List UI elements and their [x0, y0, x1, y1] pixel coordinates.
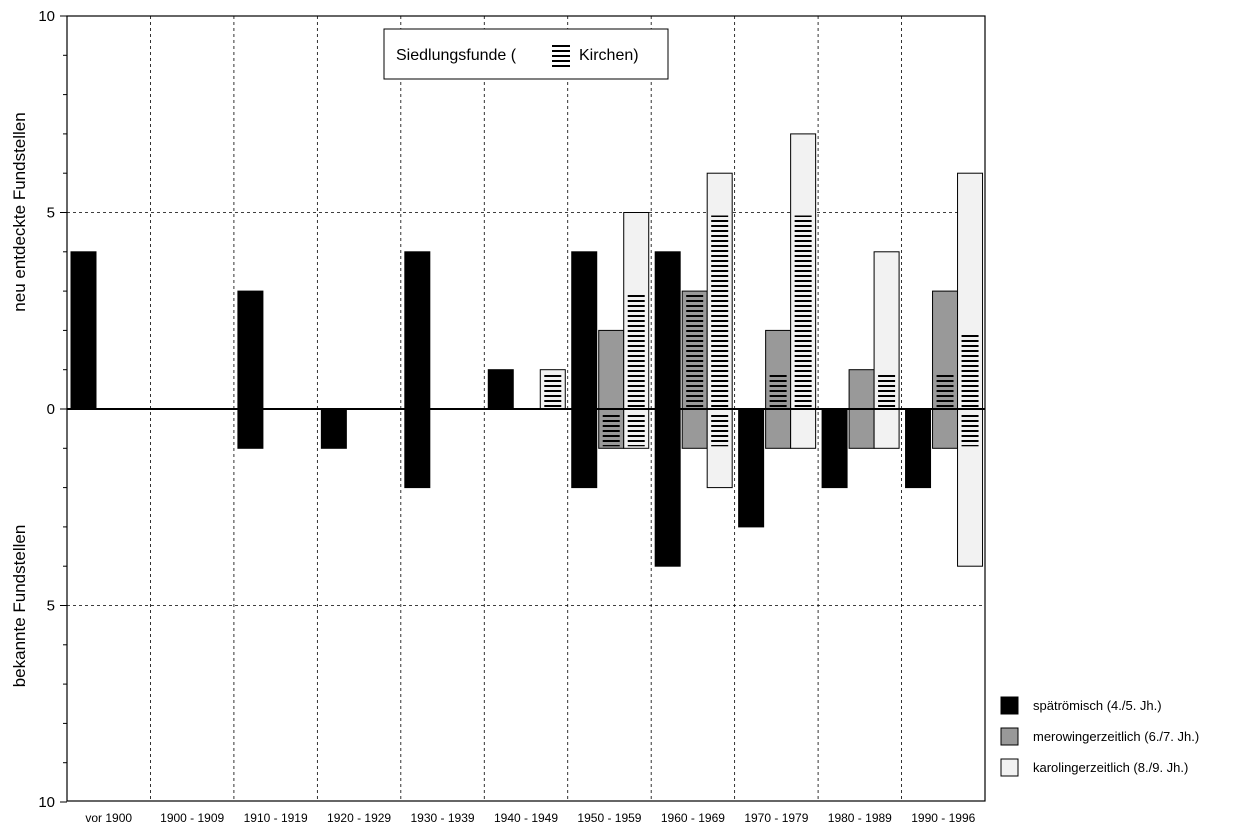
bar-known	[848, 408, 875, 449]
bar-church-known	[711, 413, 729, 447]
chart-title: Siedlungsfunde (	[396, 47, 517, 64]
bar-church-new	[686, 294, 704, 407]
category-labels: vor 1900 1900 - 1909 1910 - 1919 1920 - 192…	[85, 811, 975, 825]
y-ticks: 10 5 0 5 10	[38, 8, 67, 811]
category-label: 1950 - 1959	[577, 811, 641, 825]
bar-church-new	[878, 372, 896, 407]
category-label: 1960 - 1969	[661, 811, 725, 825]
bar-known	[932, 408, 959, 449]
bar-known	[821, 408, 848, 489]
bar-church-new	[769, 372, 787, 407]
bar-known	[873, 408, 900, 449]
bar-church-known	[961, 413, 979, 447]
ylabel-top: neu entdeckte Fundstellen	[10, 112, 29, 311]
y-tick-label: 10	[38, 794, 55, 811]
bar-known	[765, 408, 792, 449]
category-label: vor 1900	[85, 811, 132, 825]
bar-church-new	[544, 372, 562, 407]
category-label: 1970 - 1979	[744, 811, 808, 825]
bar-known	[790, 408, 817, 449]
legend-label: merowingerzeitlich (6./7. Jh.)	[1033, 729, 1199, 744]
legend-swatch	[1000, 696, 1019, 715]
title-box: Siedlungsfunde ( Kirchen)	[383, 28, 669, 80]
bar-known	[404, 408, 431, 489]
bar-church-new	[711, 215, 729, 407]
title-frame	[383, 28, 669, 80]
bar-known	[681, 408, 708, 449]
bar-new	[70, 251, 97, 410]
bar-new	[237, 290, 264, 410]
bar-known	[571, 408, 598, 489]
bar-new	[598, 329, 625, 410]
category-label: 1900 - 1909	[160, 811, 224, 825]
bar-known	[654, 408, 681, 567]
legend-label: spätrömisch (4./5. Jh.)	[1033, 698, 1162, 713]
category-label: 1990 - 1996	[911, 811, 975, 825]
bar-church-known	[627, 413, 645, 447]
chart-title-suffix: Kirchen)	[579, 47, 639, 64]
y-tick-label: 5	[47, 205, 55, 222]
bar-church-new	[627, 294, 645, 407]
y-tick-label: 10	[38, 8, 55, 25]
bars	[67, 133, 985, 567]
ylabel-bottom: bekannte Fundstellen	[10, 525, 29, 688]
bar-church-new	[794, 215, 812, 407]
bar-known	[237, 408, 264, 449]
bar-new	[571, 251, 598, 410]
category-label: 1930 - 1939	[411, 811, 475, 825]
bar-known	[738, 408, 765, 528]
legend-swatch	[1000, 727, 1019, 746]
category-label: 1940 - 1949	[494, 811, 558, 825]
bar-known	[320, 408, 347, 449]
bar-church-known	[602, 413, 620, 447]
category-label: 1910 - 1919	[244, 811, 308, 825]
bar-new	[404, 251, 431, 410]
church-hatch-icon	[552, 45, 570, 67]
bar-church-new	[936, 372, 954, 407]
axes	[66, 15, 986, 802]
bar-known	[905, 408, 932, 489]
y-tick-label: 5	[47, 598, 55, 615]
legend-swatch	[1000, 758, 1019, 777]
category-label: 1920 - 1929	[327, 811, 391, 825]
y-tick-label: 0	[47, 401, 55, 418]
bar-new	[487, 369, 514, 410]
legend: spätrömisch (4./5. Jh.) merowingerzeitlic…	[1000, 696, 1199, 777]
bar-church-new	[961, 333, 979, 407]
bar-new	[654, 251, 681, 410]
bar-new	[848, 369, 875, 410]
category-label: 1980 - 1989	[828, 811, 892, 825]
legend-label: karolingerzeitlich (8./9. Jh.)	[1033, 760, 1188, 775]
